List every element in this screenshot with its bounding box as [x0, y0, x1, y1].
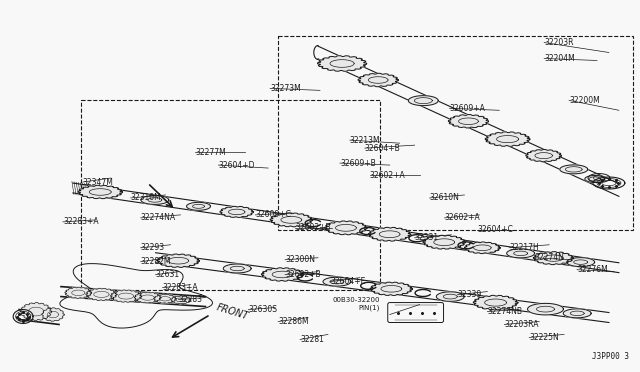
Text: 32347M: 32347M [83, 177, 114, 186]
Polygon shape [507, 249, 534, 258]
Polygon shape [78, 185, 122, 199]
Text: 32286M: 32286M [278, 317, 308, 326]
Polygon shape [65, 287, 92, 298]
Polygon shape [473, 295, 518, 310]
Polygon shape [86, 288, 117, 301]
Text: 32281: 32281 [300, 335, 324, 344]
Polygon shape [436, 292, 464, 301]
Polygon shape [370, 282, 413, 295]
Polygon shape [141, 195, 169, 205]
Text: 32609+B: 32609+B [340, 158, 376, 167]
Polygon shape [449, 115, 488, 128]
Text: PIN(1): PIN(1) [358, 304, 380, 311]
Text: FRONT: FRONT [216, 302, 250, 321]
Polygon shape [186, 202, 211, 210]
Text: 32213M: 32213M [350, 136, 381, 145]
Text: 32602+A: 32602+A [445, 214, 480, 222]
Text: 32604+B: 32604+B [365, 144, 401, 153]
Text: 32282M: 32282M [141, 257, 171, 266]
Text: 32276M: 32276M [577, 265, 608, 274]
Text: 32283: 32283 [179, 295, 202, 304]
Text: 32609+C: 32609+C [255, 211, 291, 219]
Text: J3PP00 3: J3PP00 3 [592, 352, 629, 361]
Polygon shape [533, 252, 573, 264]
Text: 32602+B: 32602+B [295, 223, 331, 232]
Text: 32604+E: 32604+E [330, 277, 365, 286]
Polygon shape [223, 264, 251, 273]
Polygon shape [323, 277, 351, 286]
Polygon shape [171, 296, 191, 304]
Polygon shape [560, 165, 588, 174]
Text: 32310M: 32310M [131, 193, 161, 202]
Polygon shape [358, 73, 398, 87]
Polygon shape [526, 150, 561, 162]
Polygon shape [261, 268, 304, 281]
Text: 32283+A: 32283+A [63, 217, 99, 227]
Text: 32602+A: 32602+A [370, 170, 406, 180]
Polygon shape [465, 242, 500, 254]
Polygon shape [110, 290, 141, 302]
Polygon shape [585, 176, 605, 183]
Polygon shape [154, 294, 176, 303]
Text: 32274NA: 32274NA [141, 214, 176, 222]
Text: 32273M: 32273M [270, 84, 301, 93]
Text: 32293: 32293 [141, 243, 164, 252]
Polygon shape [566, 258, 595, 267]
Text: 32274N: 32274N [534, 253, 564, 262]
Text: 32217H: 32217H [509, 243, 539, 252]
Text: 32604+C: 32604+C [477, 225, 513, 234]
Text: 32610N: 32610N [429, 193, 460, 202]
Polygon shape [369, 227, 411, 241]
Polygon shape [157, 254, 200, 267]
Text: 32602+B: 32602+B [285, 270, 321, 279]
Polygon shape [563, 309, 591, 318]
Text: 32203RA: 32203RA [504, 320, 539, 329]
Text: 32609+A: 32609+A [449, 104, 485, 113]
Polygon shape [317, 56, 367, 71]
Polygon shape [220, 206, 253, 218]
Text: 32274NB: 32274NB [488, 307, 522, 316]
Text: 32630S: 32630S [248, 305, 277, 314]
Polygon shape [20, 302, 52, 320]
Text: 32331: 32331 [415, 233, 439, 242]
Polygon shape [324, 221, 367, 235]
Text: 32631: 32631 [156, 270, 180, 279]
Polygon shape [423, 235, 465, 249]
Text: 32604+D: 32604+D [218, 161, 255, 170]
Polygon shape [134, 292, 161, 303]
Text: 32283+A: 32283+A [163, 283, 198, 292]
Text: 32277M: 32277M [195, 148, 226, 157]
Text: 32200M: 32200M [569, 96, 600, 105]
Text: 32225N: 32225N [529, 333, 559, 342]
Polygon shape [408, 96, 438, 106]
Text: 32300N: 32300N [285, 255, 315, 264]
Polygon shape [485, 132, 530, 146]
Text: 00B30-32200: 00B30-32200 [332, 296, 380, 302]
Text: 32339: 32339 [458, 290, 482, 299]
Polygon shape [42, 308, 64, 321]
Polygon shape [527, 303, 563, 315]
Text: 32203R: 32203R [544, 38, 573, 47]
Polygon shape [270, 213, 312, 227]
Text: 32204M: 32204M [544, 54, 575, 63]
